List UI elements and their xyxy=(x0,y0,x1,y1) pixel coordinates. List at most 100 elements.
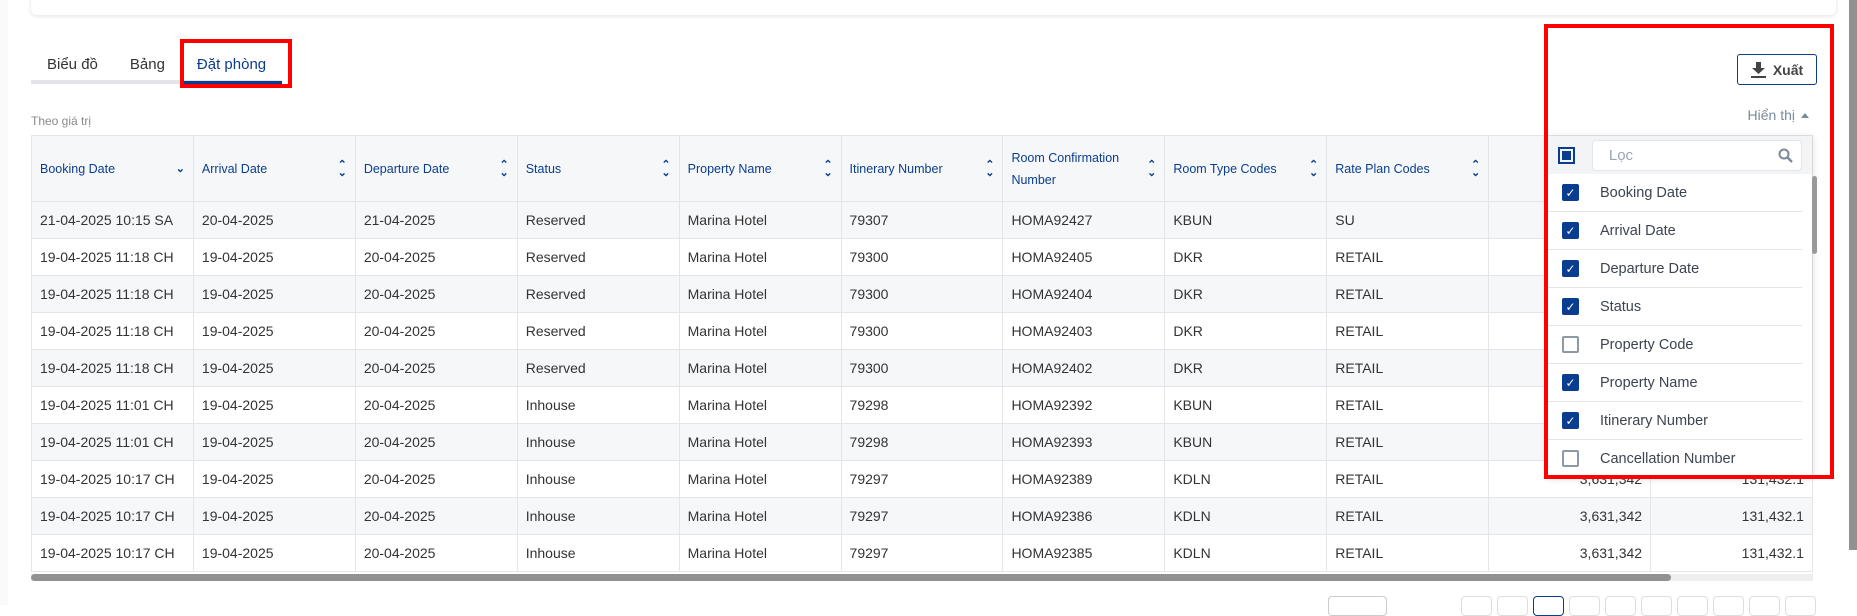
column-header[interactable]: Departure Date ⌃ ⌄ xyxy=(355,135,518,202)
table-cell: Marina Hotel xyxy=(680,498,842,534)
column-option[interactable]: ✓ Property Name xyxy=(1548,364,1802,402)
page-button[interactable] xyxy=(1713,596,1744,616)
table-row[interactable]: 19-04-2025 10:17 CH 19-04-2025 20-04-2025 I… xyxy=(32,461,1813,498)
column-header[interactable]: Booking Date ⌄ xyxy=(32,135,194,202)
column-option[interactable]: Cancellation Number xyxy=(1548,440,1802,476)
column-filter-input[interactable]: Lọc xyxy=(1591,139,1802,171)
sort-icon[interactable]: ⌃ ⌄ xyxy=(337,158,347,179)
scrollbar-thumb[interactable] xyxy=(31,574,1671,581)
table-row[interactable]: 21-04-2025 10:15 SA 20-04-2025 21-04-2025 R… xyxy=(32,202,1813,239)
table-cell: HOMA92405 xyxy=(1003,239,1166,275)
table-cell: KDLN xyxy=(1165,498,1328,534)
page-button[interactable] xyxy=(1569,596,1600,616)
table-cell: 20-04-2025 xyxy=(356,461,518,497)
checkbox-checked-icon[interactable]: ✓ xyxy=(1562,374,1579,391)
table-row[interactable]: 19-04-2025 10:17 CH 19-04-2025 20-04-2025 I… xyxy=(32,535,1813,572)
table-cell: 19-04-2025 xyxy=(194,239,356,275)
page-button[interactable] xyxy=(1497,596,1528,616)
checkbox-checked-icon[interactable]: ✓ xyxy=(1562,222,1579,239)
table-cell: 20-04-2025 xyxy=(356,387,518,423)
page-vertical-scrollbar[interactable] xyxy=(1849,0,1857,550)
column-option[interactable]: Property Code xyxy=(1548,326,1802,364)
column-option-label: Property Code xyxy=(1600,336,1694,353)
horizontal-scrollbar[interactable] xyxy=(31,574,1813,581)
column-header-label: Room Confirmation Number xyxy=(1011,150,1120,187)
column-option-label: Status xyxy=(1600,298,1642,315)
column-header-label: Room Type Codes xyxy=(1173,161,1277,176)
table-cell: 19-04-2025 xyxy=(194,535,356,571)
table-cell: 19-04-2025 xyxy=(194,350,356,386)
checkbox-unchecked-icon[interactable] xyxy=(1562,336,1579,353)
page-button[interactable] xyxy=(1749,596,1780,616)
table-cell: 79307 xyxy=(842,202,1004,238)
sort-icon[interactable]: ⌃ ⌄ xyxy=(823,158,833,179)
checkbox-checked-icon[interactable]: ✓ xyxy=(1562,260,1579,277)
page-button[interactable] xyxy=(1533,596,1564,616)
table-row[interactable]: 19-04-2025 11:01 CH 19-04-2025 20-04-2025 I… xyxy=(32,424,1813,461)
page-size-select[interactable] xyxy=(1328,596,1387,616)
tab-booking[interactable]: Đặt phòng xyxy=(180,50,283,84)
column-header[interactable]: Arrival Date ⌃ ⌄ xyxy=(193,135,356,202)
table-cell: RETAIL xyxy=(1327,461,1490,497)
page-button[interactable] xyxy=(1605,596,1636,616)
sort-icon[interactable]: ⌃ ⌄ xyxy=(661,158,671,179)
table-row[interactable]: 19-04-2025 11:18 CH 19-04-2025 20-04-2025 R… xyxy=(32,239,1813,276)
checkbox-unchecked-icon[interactable] xyxy=(1562,450,1579,467)
sort-icon[interactable]: ⌃ ⌄ xyxy=(1147,158,1157,179)
column-visibility-toggle[interactable]: Hiển thị xyxy=(1748,107,1809,123)
table-body: 21-04-2025 10:15 SA 20-04-2025 21-04-2025 R… xyxy=(32,202,1813,572)
sort-icon[interactable]: ⌃ ⌄ xyxy=(1470,158,1481,179)
select-all-checkbox[interactable] xyxy=(1558,146,1575,164)
table-cell: 19-04-2025 11:18 CH xyxy=(32,276,194,312)
table-cell: Marina Hotel xyxy=(680,424,842,460)
table-cell: 79300 xyxy=(842,239,1004,275)
table-row[interactable]: 19-04-2025 10:17 CH 19-04-2025 20-04-2025 I… xyxy=(32,498,1813,535)
checkbox-checked-icon[interactable]: ✓ xyxy=(1562,298,1579,315)
table-cell: 79300 xyxy=(842,350,1004,386)
column-header[interactable]: Room Confirmation Number ⌃ ⌄ xyxy=(1003,135,1166,202)
table-cell: 79300 xyxy=(842,313,1004,349)
table-cell: Reserved xyxy=(518,313,680,349)
page-button[interactable] xyxy=(1677,596,1708,616)
column-header[interactable]: Room Type Codes ⌃ ⌄ xyxy=(1165,135,1328,202)
table-row[interactable]: 19-04-2025 11:18 CH 19-04-2025 20-04-2025 R… xyxy=(32,313,1813,350)
table-cell: Reserved xyxy=(518,276,680,312)
checkbox-checked-icon[interactable]: ✓ xyxy=(1562,412,1579,429)
table-cell: 79298 xyxy=(842,424,1004,460)
table-cell: Inhouse xyxy=(518,424,680,460)
column-list-scrollbar[interactable] xyxy=(1812,176,1817,254)
column-header[interactable]: Itinerary Number ⌃ ⌄ xyxy=(841,135,1004,202)
tab-table[interactable]: Bảng xyxy=(129,56,165,73)
table-row[interactable]: 19-04-2025 11:18 CH 19-04-2025 20-04-2025 R… xyxy=(32,276,1813,313)
table-row[interactable]: 19-04-2025 11:01 CH 19-04-2025 20-04-2025 I… xyxy=(32,387,1813,424)
column-option-label: Cancellation Number xyxy=(1600,450,1736,467)
column-option[interactable]: ✓ Status xyxy=(1548,288,1802,326)
table-cell: DKR xyxy=(1165,276,1328,312)
column-option[interactable]: ✓ Arrival Date xyxy=(1548,212,1802,250)
sort-icon[interactable]: ⌃ ⌄ xyxy=(1309,158,1319,179)
table-cell: RETAIL xyxy=(1327,535,1490,571)
subtitle: Theo giá trị xyxy=(31,114,92,128)
column-header[interactable]: Property Name ⌃ ⌄ xyxy=(679,135,842,202)
page-button[interactable] xyxy=(1785,596,1816,616)
table-cell: 19-04-2025 xyxy=(194,313,356,349)
checkbox-checked-icon[interactable]: ✓ xyxy=(1562,184,1579,201)
table-cell: Marina Hotel xyxy=(680,387,842,423)
sort-desc-icon[interactable]: ⌄ xyxy=(175,162,185,175)
column-option[interactable]: ✓ Departure Date xyxy=(1548,250,1802,288)
tab-chart[interactable]: Biểu đồ xyxy=(47,56,98,73)
show-label: Hiển thị xyxy=(1747,107,1795,123)
sort-icon[interactable]: ⌃ ⌄ xyxy=(499,158,509,179)
column-option[interactable]: ✓ Itinerary Number xyxy=(1548,402,1802,440)
page-button[interactable] xyxy=(1461,596,1492,616)
column-header[interactable]: Status ⌃ ⌄ xyxy=(517,135,680,202)
export-button[interactable]: Xuất xyxy=(1737,54,1817,85)
table-row[interactable]: 19-04-2025 11:18 CH 19-04-2025 20-04-2025 R… xyxy=(32,350,1813,387)
table-cell: 19-04-2025 xyxy=(194,424,356,460)
page-button[interactable] xyxy=(1641,596,1672,616)
sort-icon[interactable]: ⌃ ⌄ xyxy=(985,158,995,179)
table-cell: 19-04-2025 xyxy=(194,498,356,534)
column-option[interactable]: ✓ Booking Date xyxy=(1548,174,1802,212)
column-header[interactable]: Rate Plan Codes ⌃ ⌄ xyxy=(1327,135,1490,202)
table-cell: 19-04-2025 xyxy=(194,461,356,497)
